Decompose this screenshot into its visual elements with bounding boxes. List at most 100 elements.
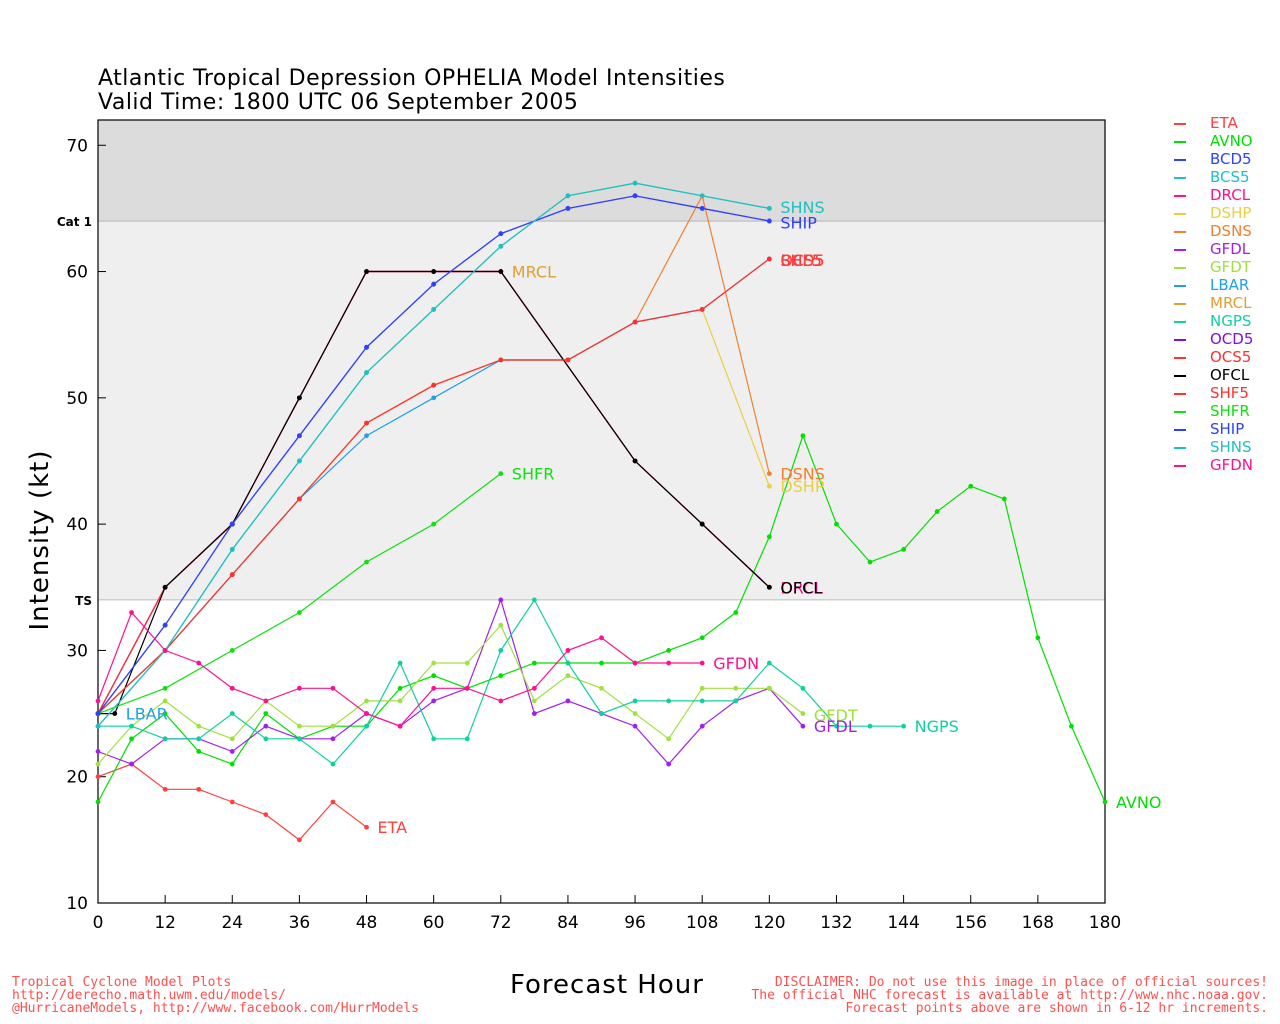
data-point: [666, 648, 672, 653]
data-point: [498, 357, 504, 363]
data-point: [364, 711, 369, 716]
data-point: [766, 660, 772, 666]
data-point: [129, 723, 134, 729]
data-point: [599, 660, 604, 666]
data-point: [565, 648, 571, 653]
legend-label: MRCL: [1210, 294, 1252, 312]
series-layer: [95, 180, 1108, 843]
data-point: [364, 269, 369, 274]
legend-label: AVNO: [1210, 132, 1253, 150]
y-tick-label: 10: [66, 894, 88, 914]
legend-swatch: [1174, 321, 1186, 323]
data-point: [666, 736, 672, 742]
data-point: [330, 736, 336, 742]
data-point: [196, 723, 202, 729]
data-point: [162, 786, 168, 792]
data-point: [431, 521, 437, 527]
data-point: [699, 723, 705, 729]
data-point: [330, 723, 336, 729]
data-point: [112, 711, 118, 716]
data-point: [95, 749, 101, 754]
data-point: [632, 458, 638, 464]
end-label: SHNS: [780, 198, 824, 217]
y-tick-label: 20: [66, 768, 88, 788]
data-point: [431, 673, 437, 679]
data-point: [397, 685, 403, 691]
legend-label: DRCL: [1210, 186, 1251, 204]
legend-swatch: [1174, 411, 1186, 413]
end-label: SHFR: [512, 465, 555, 484]
x-tick-label: 72: [490, 913, 512, 933]
end-label: DRCL: [780, 578, 823, 597]
data-point: [498, 269, 504, 274]
data-point: [632, 180, 638, 186]
data-point: [565, 193, 571, 199]
data-point: [498, 597, 504, 603]
legend-label: SHNS: [1210, 438, 1252, 456]
data-point: [733, 685, 739, 691]
x-tick-label: 156: [955, 913, 987, 933]
data-point: [397, 723, 403, 729]
data-point: [297, 837, 302, 843]
data-point: [229, 521, 235, 527]
data-point: [162, 736, 168, 742]
legend-swatch: [1174, 465, 1186, 467]
data-point: [766, 584, 772, 590]
data-point: [834, 521, 839, 527]
legend-label: GFDL: [1210, 240, 1251, 258]
data-point: [498, 698, 504, 704]
end-label: BCD5: [780, 251, 824, 270]
data-point: [632, 193, 638, 199]
disclaimer-text: DISCLAIMER: Do not use this image in pla…: [751, 976, 1268, 1015]
legend-label: LBAR: [1210, 276, 1250, 294]
data-point: [229, 648, 235, 653]
y-axis-label: Intensity (kt): [25, 449, 55, 631]
data-point: [297, 685, 302, 691]
data-point: [431, 660, 437, 666]
legend-label: NGPS: [1210, 312, 1252, 330]
data-point: [229, 749, 235, 754]
data-point: [162, 622, 168, 628]
y-tick-label: 60: [66, 263, 88, 283]
data-point: [431, 307, 437, 312]
series-gfdn: [95, 610, 705, 729]
data-point: [297, 610, 302, 615]
data-point: [364, 433, 369, 439]
end-label: AVNO: [1116, 793, 1161, 812]
disclaimer-line-1: DISCLAIMER: Do not use this image in pla…: [774, 975, 1268, 990]
end-label: GFDT: [814, 706, 858, 725]
data-point: [632, 698, 638, 704]
x-tick-label: 168: [1022, 913, 1054, 933]
x-axis-label: Forecast Hour: [510, 970, 704, 1000]
legend-swatch: [1174, 195, 1186, 197]
data-point: [766, 206, 772, 211]
data-point: [229, 572, 235, 578]
end-label: LBAR: [126, 705, 168, 724]
data-point: [95, 711, 101, 716]
x-tick-label: 132: [820, 913, 852, 933]
end-label: OCS5: [780, 251, 824, 270]
data-point: [431, 736, 437, 742]
band-0: [98, 221, 1105, 600]
legend-label: BCD5: [1210, 150, 1252, 168]
x-tick-label: 36: [289, 913, 311, 933]
x-tick-label: 84: [557, 913, 579, 933]
legend-label: SHFR: [1210, 402, 1250, 420]
credit-line-2: http://derecho.math.uwm.edu/models/: [12, 988, 286, 1003]
y-tick-label: 50: [66, 389, 88, 409]
data-point: [531, 698, 537, 704]
data-point: [364, 420, 369, 426]
intensity-bands: TS Cat 1: [57, 120, 1105, 608]
data-point: [431, 395, 437, 401]
data-point: [699, 521, 705, 527]
data-point: [901, 723, 906, 729]
data-point: [699, 206, 705, 211]
data-point: [867, 723, 873, 729]
data-point: [263, 723, 269, 729]
legend-swatch: [1174, 123, 1186, 125]
legend-swatch: [1174, 447, 1186, 449]
legend-label: SHF5: [1210, 384, 1249, 402]
data-point: [95, 723, 101, 729]
data-point: [263, 812, 269, 817]
